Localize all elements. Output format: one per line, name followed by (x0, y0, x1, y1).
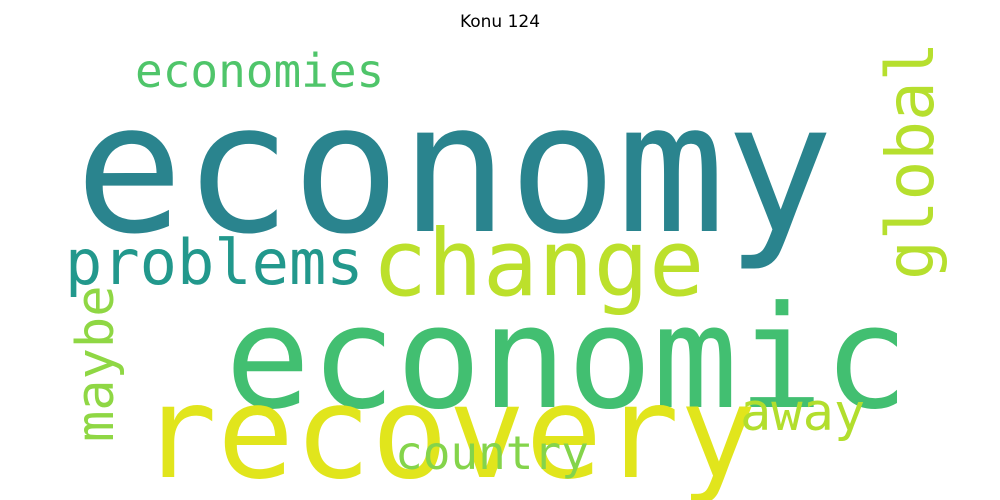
word-economy: economy (75, 65, 834, 274)
word-cloud: economy economies problems change econom… (40, 40, 960, 498)
figure-title: Konu 124 (459, 12, 541, 32)
word-country: country (395, 426, 589, 480)
word-recovery: recovery (140, 359, 757, 500)
word-problems: problems (65, 226, 364, 299)
word-away: away (740, 383, 866, 443)
word-global: global (872, 41, 949, 280)
word-economies: economies (135, 44, 385, 98)
word-change: change (372, 210, 705, 317)
word-economic: economic (225, 276, 909, 441)
word-maybe: maybe (66, 285, 126, 442)
